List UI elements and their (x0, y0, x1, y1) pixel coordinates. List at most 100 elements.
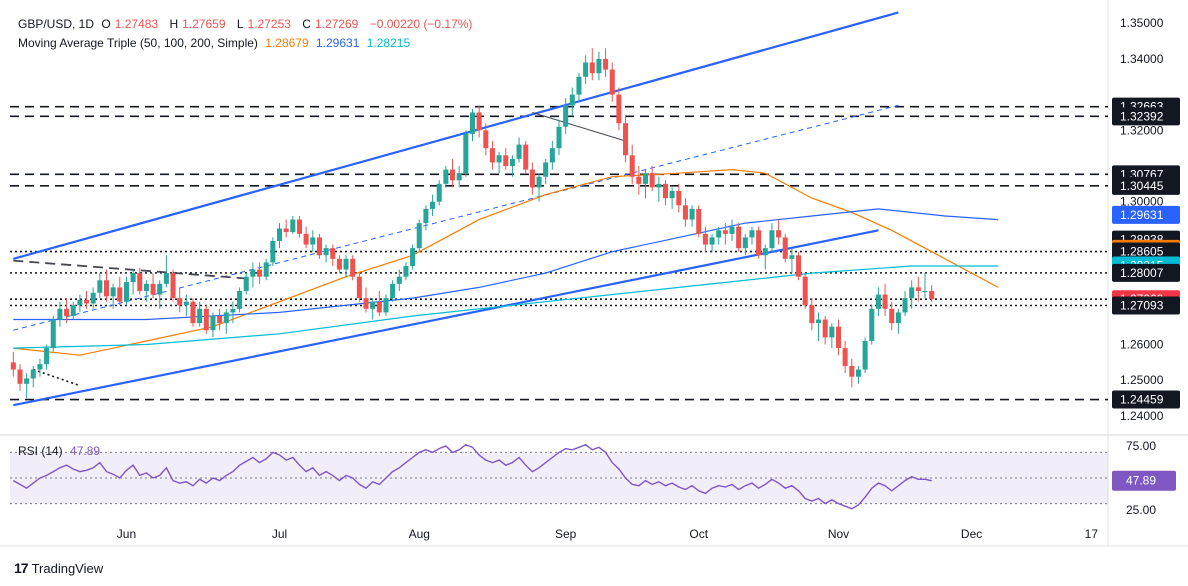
candle-body (642, 173, 649, 184)
ma-legend-label[interactable]: Moving Average Triple (50, 100, 200, Sim… (18, 36, 258, 50)
candle-body (310, 237, 316, 245)
candle-body (250, 269, 256, 277)
candle-body (656, 183, 662, 188)
candle-body (476, 112, 482, 131)
price-tag (1112, 107, 1180, 126)
candle-body (230, 308, 236, 313)
candle-body (343, 258, 349, 270)
candle-body (117, 287, 123, 302)
ma100-value: 1.29631 (316, 36, 360, 50)
price-tag-text: 1.24459 (1120, 393, 1164, 407)
candle-body (636, 176, 642, 184)
candle-body (64, 308, 70, 316)
brand-name: TradingView (31, 560, 104, 576)
candle-body (556, 126, 562, 149)
candle-body (290, 219, 296, 233)
candle-body (143, 283, 149, 291)
candle-body (842, 348, 848, 366)
candle-body (669, 191, 675, 199)
candle-body (303, 233, 309, 245)
candle-body (569, 94, 575, 106)
price-axis: 75.00 25.00 47.89 1.35000 1.34000 1.32000 1.30… (1112, 16, 1180, 517)
candle-body (729, 226, 735, 234)
candle-body (516, 144, 522, 159)
candle-body (696, 208, 702, 234)
low-value: L 1.27253 (236, 17, 291, 31)
candle-body (702, 233, 708, 245)
candle-body (50, 319, 56, 349)
candle-body (623, 123, 629, 156)
candle-body (676, 191, 682, 206)
candle-body (336, 258, 342, 270)
candle-body (789, 255, 795, 259)
candle-body (296, 219, 303, 234)
trendline (33, 368, 81, 387)
candle-body (583, 62, 589, 77)
candle-body (57, 308, 63, 320)
candle-body (70, 305, 76, 316)
candle-body (769, 230, 775, 249)
candle-body (829, 326, 835, 338)
candle-body (210, 315, 216, 331)
candle-body (396, 276, 402, 284)
candle-body (170, 273, 176, 299)
rsi-tick-label: 75.00 (1126, 439, 1156, 453)
candle-body (536, 176, 542, 188)
candle-body (183, 301, 189, 306)
rsi-legend: RSI (14) 47.89 (18, 444, 104, 458)
candle-body (123, 282, 129, 302)
candle-body (443, 169, 449, 184)
candle-body (376, 301, 382, 313)
ma50-value: 1.28679 (265, 36, 309, 50)
candle-body (323, 248, 329, 256)
candle-body (496, 155, 502, 163)
candle-body (563, 105, 569, 127)
rsi-band (10, 452, 1108, 504)
candle-body (390, 283, 396, 299)
rsi-label[interactable]: RSI (14) (18, 444, 63, 458)
price-tick-label: 1.24000 (1120, 409, 1164, 423)
trendline (13, 104, 899, 331)
time-tick-label: Dec (961, 527, 982, 541)
close-value: C 1.27269 (302, 17, 359, 31)
candle-body (90, 292, 96, 304)
candle-body (197, 308, 203, 324)
candle-body (835, 326, 842, 349)
candle-body (10, 362, 16, 370)
candle-body (649, 173, 655, 188)
candle-body (682, 205, 688, 220)
candle-body (370, 301, 376, 309)
candle-body (410, 248, 416, 266)
price-tag-text: 1.28007 (1120, 266, 1164, 280)
ma-200-line (13, 265, 999, 349)
symbol-label[interactable]: GBP/USD, 1D (18, 17, 95, 31)
candle-body (363, 298, 369, 309)
brand-footer[interactable]: 17 TradingView (14, 560, 103, 576)
candle-body (756, 230, 762, 256)
candle-body (270, 240, 276, 263)
candle-body (895, 312, 901, 324)
candle-body (44, 348, 50, 365)
candle-body (909, 287, 915, 299)
candle-body (523, 144, 529, 170)
candle-body (243, 276, 249, 291)
candle-body (103, 280, 110, 297)
candle-body (24, 378, 30, 384)
open-value: O 1.27483 (101, 17, 159, 31)
trendline (13, 229, 879, 407)
candle-body (882, 294, 888, 309)
candle-body (276, 228, 283, 241)
candle-body (529, 169, 535, 188)
time-tick-label: 17 (1085, 527, 1099, 541)
candle-body (223, 312, 229, 324)
time-tick-label: Oct (689, 527, 708, 541)
price-tag (1112, 296, 1180, 315)
trendline (532, 111, 626, 142)
candle-body (449, 169, 456, 181)
candle-body (177, 298, 183, 306)
candle-body (576, 76, 582, 95)
candle-body (736, 226, 742, 249)
candle-body (815, 319, 822, 324)
